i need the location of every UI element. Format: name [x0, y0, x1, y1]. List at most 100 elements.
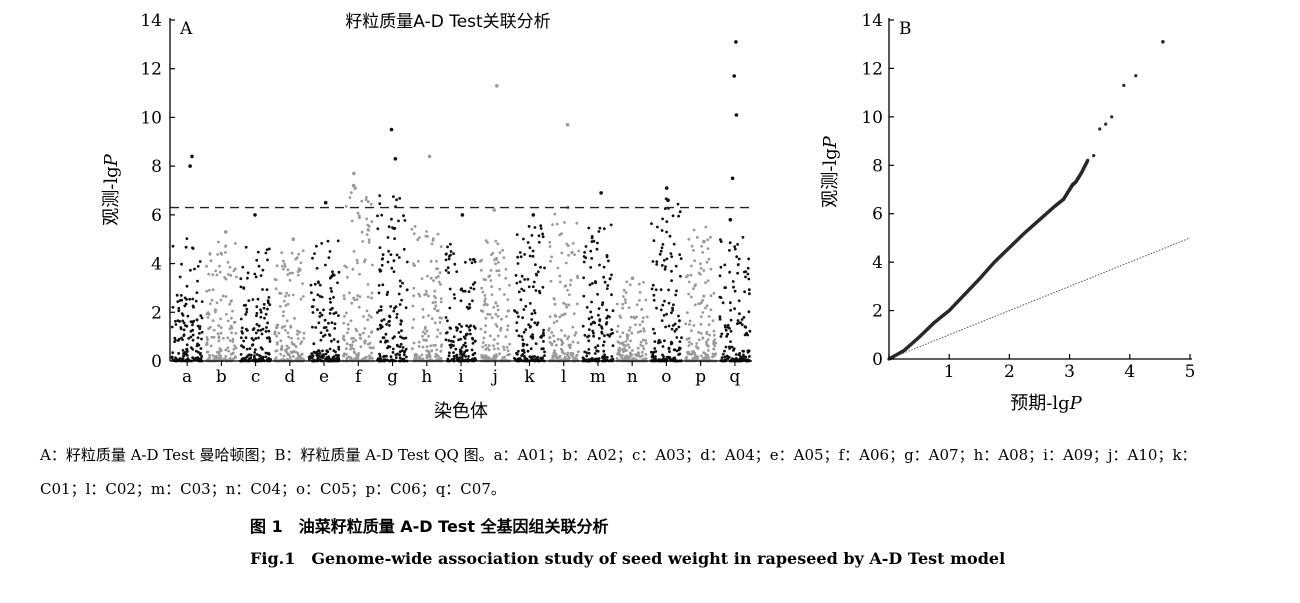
snp-point — [214, 269, 218, 273]
snp-point — [541, 235, 545, 239]
snp-point — [719, 335, 723, 338]
snp-point — [699, 266, 703, 270]
snp-point — [333, 327, 337, 330]
snp-point — [399, 335, 402, 339]
snp-point — [468, 302, 471, 306]
peak-snp-point — [223, 230, 228, 234]
snp-point — [188, 297, 192, 301]
snp-point — [571, 325, 575, 329]
snp-point — [264, 330, 268, 333]
snp-point — [332, 312, 336, 315]
snp-point — [379, 357, 383, 361]
snp-point — [679, 257, 683, 260]
chromosome-label: f — [355, 367, 363, 387]
snp-point — [517, 315, 520, 318]
snp-point — [537, 234, 541, 238]
snp-point — [423, 332, 427, 336]
snp-point — [353, 298, 356, 302]
snp-point — [471, 283, 475, 286]
snp-point — [176, 300, 180, 303]
snp-point — [348, 291, 351, 295]
qq-y-tick-label: 6 — [872, 205, 883, 225]
snp-point — [367, 241, 371, 244]
qq-reference-line — [888, 237, 1191, 360]
snp-point — [684, 322, 688, 326]
snp-point — [639, 343, 643, 347]
snp-point — [358, 295, 362, 298]
snp-point — [479, 309, 483, 313]
snp-point — [391, 336, 395, 340]
snp-point — [724, 345, 728, 349]
snp-point — [332, 338, 336, 341]
snp-point — [661, 243, 665, 246]
snp-point — [499, 326, 503, 330]
snp-point — [255, 311, 259, 315]
snp-point — [300, 340, 304, 344]
snp-point — [744, 275, 747, 279]
snp-point — [597, 230, 601, 233]
snp-point — [528, 355, 532, 359]
chromosome-k-points — [513, 224, 546, 363]
snp-point — [497, 261, 500, 264]
snp-point — [198, 327, 202, 331]
snp-point — [199, 347, 203, 350]
snp-point — [725, 335, 728, 338]
snp-point — [217, 324, 221, 328]
snp-point — [282, 299, 286, 303]
snp-point — [558, 280, 562, 284]
snp-point — [732, 347, 736, 351]
snp-point — [694, 283, 697, 286]
snp-point — [673, 329, 677, 333]
snp-point — [628, 283, 632, 287]
snp-point — [429, 259, 433, 263]
snp-point — [709, 294, 713, 298]
snp-point — [642, 327, 646, 330]
snp-point — [515, 321, 519, 324]
snp-point — [502, 256, 506, 259]
snp-point — [625, 349, 629, 352]
snp-point — [392, 309, 396, 313]
snp-point — [255, 305, 259, 309]
snp-point — [530, 234, 534, 237]
snp-point — [430, 317, 434, 321]
snp-point — [678, 346, 682, 350]
snp-point — [611, 309, 615, 313]
snp-point — [425, 353, 429, 357]
snp-point — [205, 264, 209, 268]
chromosome-label: q — [729, 367, 740, 387]
snp-point — [483, 354, 486, 358]
snp-point — [596, 292, 599, 296]
snp-point — [670, 340, 673, 344]
snp-point — [495, 256, 498, 260]
snp-point — [366, 228, 370, 232]
snp-point — [528, 246, 532, 250]
snp-point — [376, 227, 380, 231]
snp-point — [228, 265, 232, 269]
snp-point — [195, 291, 199, 294]
snp-point — [421, 330, 425, 334]
snp-point — [704, 357, 708, 361]
snp-point — [378, 194, 382, 198]
snp-point — [379, 326, 382, 330]
snp-point — [712, 329, 716, 333]
snp-point — [256, 329, 260, 332]
snp-point — [448, 287, 452, 291]
snp-point — [245, 307, 249, 311]
snp-point — [695, 342, 699, 345]
snp-point — [704, 306, 707, 310]
snp-point — [527, 225, 531, 228]
snp-point — [328, 347, 332, 351]
snp-point — [351, 267, 355, 271]
snp-point — [444, 338, 448, 342]
snp-point — [286, 273, 290, 276]
snp-point — [481, 345, 485, 349]
qq-y-tick-label: 4 — [872, 253, 883, 273]
manhattan-points — [170, 40, 752, 363]
snp-point — [264, 355, 268, 359]
figure-title-english: Fig.1 Genome-wide association study of s… — [250, 549, 1006, 568]
snp-point — [234, 331, 238, 335]
snp-point — [318, 352, 322, 355]
snp-point — [460, 346, 464, 349]
snp-point — [701, 298, 704, 302]
peak-snp-point — [565, 122, 570, 127]
